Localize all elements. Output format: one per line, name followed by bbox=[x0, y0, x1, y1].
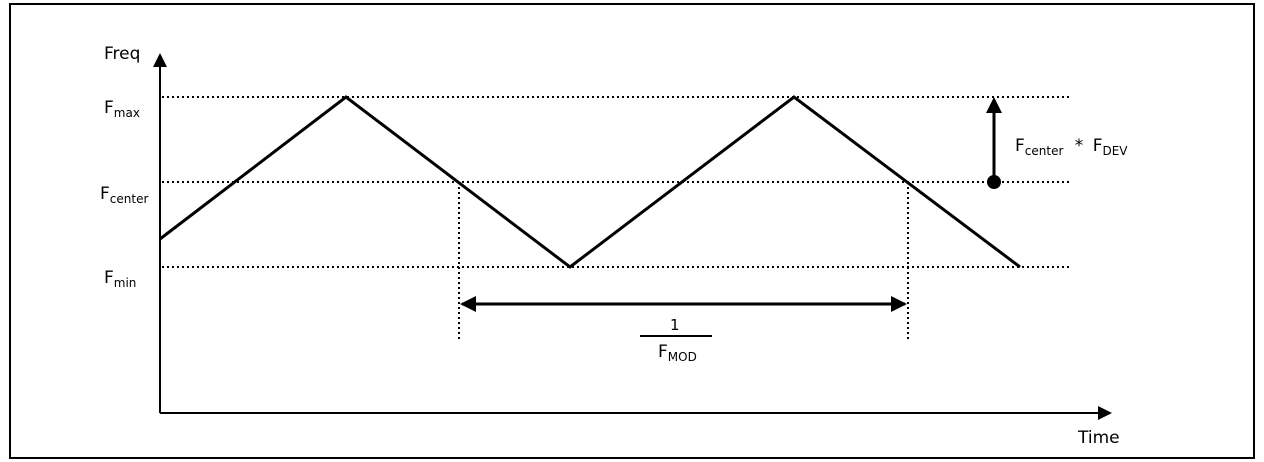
deviation-label: Fcenter * FDEV bbox=[1015, 136, 1128, 158]
deviation-origin-dot bbox=[987, 175, 1001, 189]
period-arrow-right-head bbox=[891, 296, 907, 312]
fmin-label: Fmin bbox=[104, 268, 137, 290]
triangle-waveform bbox=[159, 95, 1021, 269]
fcenter-label: Fcenter bbox=[100, 184, 149, 206]
x-axis-label: Time bbox=[1078, 428, 1120, 448]
deviation-arrow-head bbox=[986, 97, 1002, 113]
frame-border bbox=[9, 3, 1255, 459]
period-numerator: 1 bbox=[670, 316, 680, 334]
period-arrow-left-head bbox=[460, 296, 476, 312]
period-denominator: FMOD bbox=[658, 342, 697, 364]
y-axis-label: Freq bbox=[104, 44, 141, 64]
fmax-label: Fmax bbox=[104, 98, 140, 120]
